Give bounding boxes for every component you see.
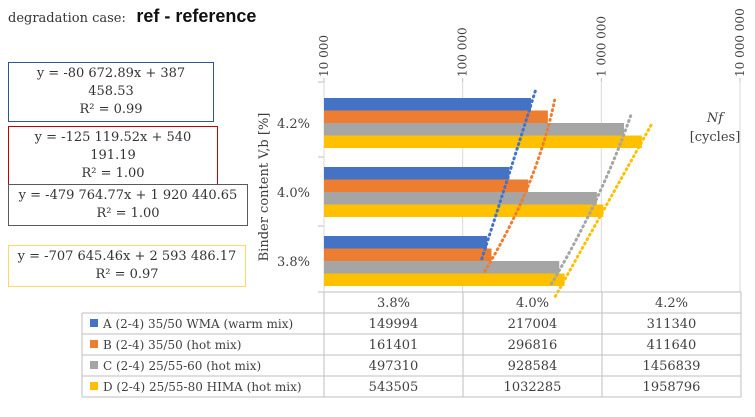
bar	[324, 261, 560, 274]
degradation-case-caption: degradation case:	[8, 11, 126, 26]
trendline	[549, 111, 634, 286]
table-value-cell: 497310	[369, 359, 419, 374]
bar	[324, 248, 492, 261]
bar	[324, 179, 529, 192]
trendline-r-squared: R² = 1.00	[96, 206, 160, 221]
trendline-r-squared: R² = 1.00	[81, 166, 145, 181]
table-value-cell: 411640	[647, 338, 697, 353]
bar	[324, 192, 597, 205]
y-axis-label: Binder content V,b [%]	[257, 113, 272, 262]
table-value-cell: 311340	[647, 317, 697, 332]
table-value-cell: 543505	[369, 380, 419, 395]
table-value-cell: 928584	[508, 359, 558, 374]
trendline-equation: y = -479 764.77x + 1 920 440.65	[18, 188, 238, 203]
x-tick-label: 100 000	[456, 27, 470, 77]
legend-key	[90, 340, 98, 348]
bar	[324, 167, 510, 180]
legend-key	[90, 382, 98, 390]
table-value-cell: 149994	[369, 317, 419, 332]
trendline	[480, 86, 538, 261]
trendline-equation-box: y = -707 645.46x + 2 593 486.17 R² = 0.97	[8, 245, 246, 287]
bar	[324, 110, 548, 123]
x-tick-label: 1 000 000	[594, 16, 608, 77]
trendline-equation: y = -125 119.52x + 540 191.19	[34, 130, 192, 163]
x-tick-label: 10 000 000	[733, 8, 747, 77]
trendline-equation: y = -707 645.46x + 2 593 486.17	[17, 249, 237, 264]
legend-key	[90, 361, 98, 369]
table-value-cell: 161401	[369, 338, 419, 353]
trendline	[483, 98, 557, 273]
table-value-cell: 217004	[508, 317, 558, 332]
table-header-cell: 3.8%	[377, 296, 410, 311]
series-name: A (2-4) 35/50 WMA (warm mix)	[102, 317, 293, 331]
table-header-cell: 4.0%	[516, 296, 549, 311]
table-value-cell: 1456839	[643, 359, 701, 374]
series-name: C (2-4) 25/55-60 (hot mix)	[103, 359, 261, 373]
trendline-equation-box: y = -125 119.52x + 540 191.19 R² = 1.00	[8, 126, 218, 186]
y-tick-label: 4.2%	[277, 117, 310, 132]
trendline-equation-box: y = -80 672.89x + 387 458.53 R² = 0.99	[8, 62, 214, 122]
table-header-cell: 4.2%	[655, 296, 688, 311]
x-axis-label: Nf	[706, 111, 725, 126]
degradation-case-name: ref - reference	[136, 6, 257, 26]
bar	[324, 123, 624, 136]
bar	[324, 135, 642, 148]
x-axis-unit: [cycles]	[690, 130, 741, 145]
x-tick-label: 10 000	[317, 35, 331, 77]
bar	[324, 98, 532, 111]
trendline-r-squared: R² = 0.97	[95, 267, 159, 282]
table-value-cell: 1032285	[504, 380, 562, 395]
trendline-equation: y = -80 672.89x + 387 458.53	[36, 66, 186, 99]
legend-key	[90, 319, 98, 327]
series-name: B (2-4) 35/50 (hot mix)	[103, 338, 241, 352]
bar	[324, 204, 604, 217]
bar	[324, 273, 565, 286]
trendline-equation-box: y = -479 764.77x + 1 920 440.65 R² = 1.00	[8, 184, 248, 226]
trendline	[553, 123, 653, 298]
y-tick-label: 3.8%	[277, 255, 310, 270]
y-tick-label: 4.0%	[277, 186, 310, 201]
table-value-cell: 1958796	[643, 380, 701, 395]
trendline-r-squared: R² = 0.99	[79, 102, 143, 117]
series-name: D (2-4) 25/55-80 HIMA (hot mix)	[103, 380, 302, 394]
bar	[324, 236, 488, 249]
page-heading: degradation case: ref - reference	[8, 6, 256, 27]
table-value-cell: 296816	[508, 338, 558, 353]
